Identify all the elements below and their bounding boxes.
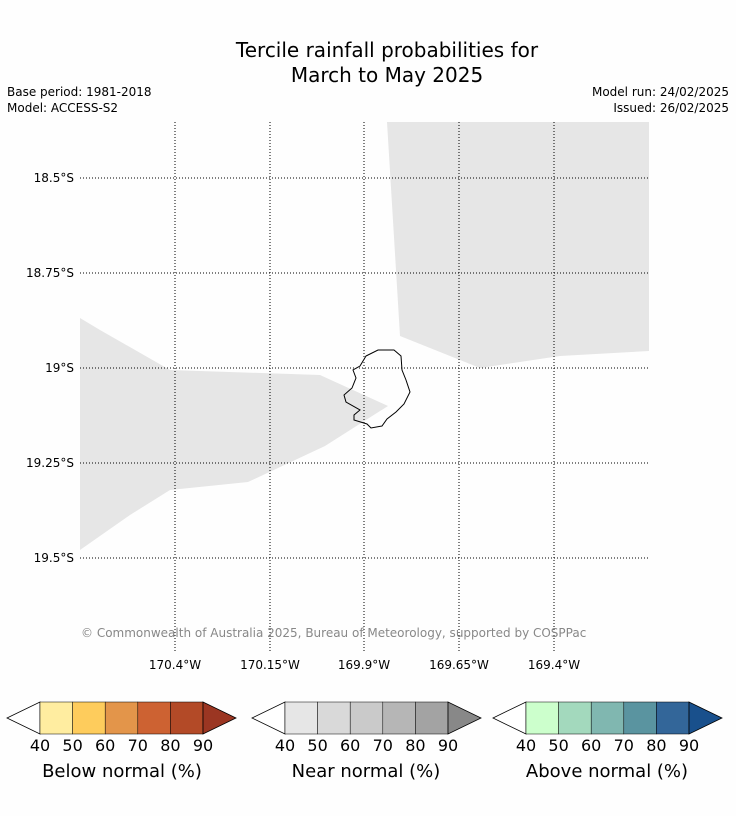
lon-label-170-15: 170.15°W	[240, 658, 300, 672]
colorbar-tick-label: 60	[95, 736, 116, 755]
longitude-gridlines	[174, 122, 555, 652]
colorbar-tick-label: 90	[678, 736, 700, 755]
colorbar-tick-label: 50	[307, 736, 328, 755]
colorbar-under-arrow	[6, 701, 41, 735]
colorbar-tick-label: 70	[127, 736, 148, 755]
lon-label-170-4: 170.4°W	[148, 658, 202, 672]
title-line-2: March to May 2025	[290, 63, 484, 87]
lat-label-19-5: 19.5°S	[33, 551, 74, 565]
colorbar-segment	[72, 701, 106, 735]
colorbar-segment	[170, 701, 204, 735]
colorbar-segment	[284, 701, 318, 735]
lat-label-19-25: 19.25°S	[26, 456, 74, 470]
colorbar-over-arrow	[202, 701, 237, 735]
lat-label-18-75: 18.75°S	[26, 266, 74, 280]
colorbar-tick-label: 40	[29, 736, 51, 755]
colorbar-near-normal	[251, 701, 482, 735]
colorbar-over-arrow	[447, 701, 482, 735]
lat-label-18-5: 18.5°S	[33, 171, 74, 185]
legend-label-below-normal: Below normal (%)	[42, 761, 202, 782]
colorbar-tick-label: 80	[160, 736, 181, 755]
colorbar-tick-label: 70	[613, 736, 634, 755]
colorbar-segment	[590, 701, 625, 735]
colorbar-tick-label: 40	[515, 736, 537, 755]
lat-label-19: 19°S	[45, 361, 74, 375]
base-period: Base period: 1981-2018	[7, 85, 152, 99]
near-normal-region-west	[80, 318, 388, 550]
lon-label-169-4: 169.4°W	[527, 658, 581, 672]
colorbar-segment	[525, 701, 559, 735]
model-name: Model: ACCESS-S2	[7, 101, 119, 115]
colorbar-below-normal	[6, 701, 237, 735]
copyright-notice: © Commonwealth of Australia 2025, Bureau…	[81, 626, 587, 640]
colorbar-segment	[656, 701, 690, 735]
colorbar-segment	[39, 701, 73, 735]
lon-label-169-9: 169.9°W	[337, 658, 391, 672]
model-run: Model run: 24/02/2025	[591, 85, 729, 99]
colorbar-segment	[415, 701, 449, 735]
colorbar-under-arrow	[492, 701, 527, 735]
colorbar-tick-label: 90	[437, 736, 459, 755]
map-title: Tercile rainfall probabilities for March…	[0, 38, 736, 88]
colorbar-tick-label: 50	[62, 736, 83, 755]
colorbar-segment	[558, 701, 592, 735]
colorbar-tick-label: 40	[274, 736, 296, 755]
colorbar-segment	[137, 701, 171, 735]
colorbar-tick-label: 60	[581, 736, 602, 755]
legend-label-near-normal: Near normal (%)	[291, 761, 441, 782]
lon-label-169-65: 169.65°W	[429, 658, 489, 672]
meta-right: Model run: 24/02/2025 Issued: 26/02/2025	[592, 84, 729, 116]
near-normal-region-east	[387, 122, 649, 368]
colorbar-tick-label: 70	[372, 736, 393, 755]
title-line-1: Tercile rainfall probabilities for	[235, 38, 539, 62]
colorbar-segment	[317, 701, 351, 735]
colorbar-tick-label: 80	[405, 736, 426, 755]
colorbar-tick-label: 60	[340, 736, 361, 755]
colorbar-segment	[382, 701, 416, 735]
colorbar-segment	[349, 701, 384, 735]
colorbar-tick-label: 50	[548, 736, 569, 755]
island-coastline	[343, 349, 411, 429]
meta-left: Base period: 1981-2018 Model: ACCESS-S2	[7, 84, 152, 116]
colorbar-over-arrow	[688, 701, 723, 735]
legend-label-above-normal: Above normal (%)	[525, 761, 689, 782]
colorbar-tick-label: 80	[646, 736, 667, 755]
colorbar-above-normal	[492, 701, 723, 735]
colorbar-segment	[104, 701, 139, 735]
colorbar-under-arrow	[251, 701, 286, 735]
issued-date: Issued: 26/02/2025	[613, 101, 729, 115]
colorbar-segment	[623, 701, 657, 735]
colorbar-tick-label: 90	[192, 736, 214, 755]
